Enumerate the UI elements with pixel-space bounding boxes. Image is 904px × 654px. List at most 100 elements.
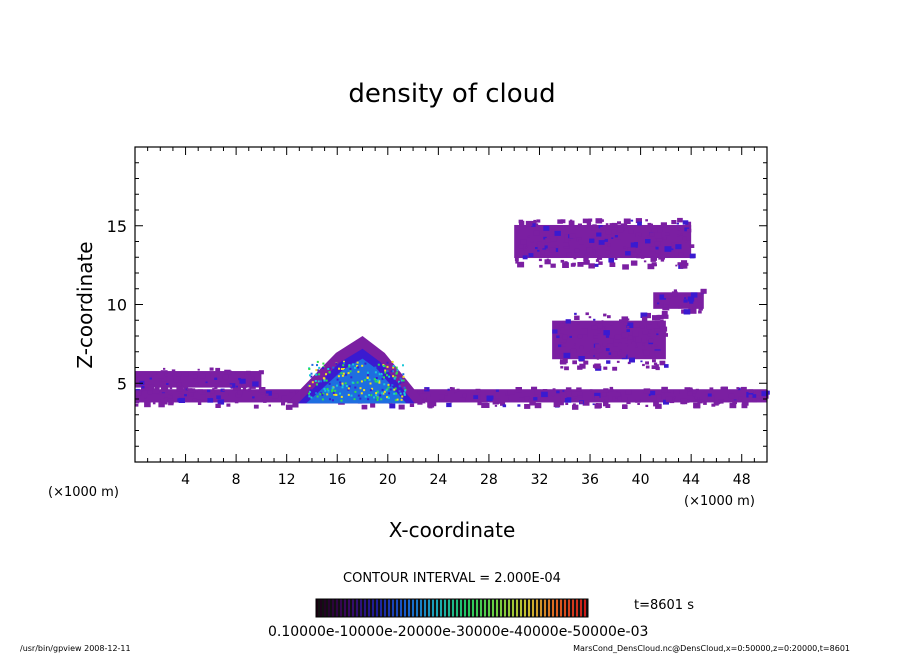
cloud-speckle <box>610 343 614 347</box>
cloud-speckle <box>375 377 378 379</box>
cloud-speckle <box>714 400 720 405</box>
cloud-speckle <box>689 300 694 304</box>
cloud-speckle <box>349 367 352 370</box>
y-axis-label: Z-coordinate <box>73 241 97 368</box>
x-tick-label: 24 <box>429 472 447 488</box>
cloud-speckle <box>210 390 215 394</box>
cloud-speckle <box>574 312 577 315</box>
cloud-speckle <box>316 364 318 367</box>
cloud-speckle <box>332 366 335 369</box>
cloud-speckle <box>565 402 569 405</box>
cloud-speckle <box>349 370 352 373</box>
cloud-speckle <box>335 362 338 365</box>
cloud-speckle <box>394 399 397 402</box>
cloud-speckle <box>135 400 140 404</box>
cloud-speckle <box>689 244 695 248</box>
cloud-speckle <box>356 361 359 364</box>
cloud-speckle <box>621 354 626 358</box>
cloud-speckle <box>235 386 241 391</box>
cloud-speckle <box>586 351 590 354</box>
cloud-speckle <box>649 235 655 240</box>
cloud-speckle <box>335 386 338 389</box>
cloud-speckle <box>569 221 574 225</box>
y-tick-label: 15 <box>107 217 127 236</box>
cloud-speckle <box>343 360 345 363</box>
cloud-speckle <box>664 364 669 368</box>
cloud-speckle <box>642 389 645 392</box>
cloud-speckle <box>664 331 667 334</box>
cloud-speckle <box>671 248 674 251</box>
cloud-speckle <box>687 391 693 396</box>
colorbar-cell <box>470 599 473 617</box>
x-tick-label: 16 <box>328 472 346 488</box>
cloud-speckle <box>310 372 313 375</box>
cloud-speckle <box>373 378 376 381</box>
cloud-speckle <box>624 227 629 232</box>
cloud-speckle <box>308 385 311 387</box>
cloud-speckle <box>367 382 370 385</box>
y-tick-label: 5 <box>117 374 127 393</box>
colorbar-cell <box>518 599 521 617</box>
cloud-speckle <box>328 371 331 374</box>
cloud-speckle <box>241 383 247 388</box>
cloud-speckle <box>375 392 378 395</box>
colorbar-cell <box>504 599 507 617</box>
cloud-speckle <box>320 380 322 383</box>
colorbar-cell <box>460 599 463 617</box>
cloud-speckle <box>741 399 748 404</box>
cloud-speckle <box>326 388 329 390</box>
cloud-speckle <box>502 404 507 408</box>
colorbar-cell <box>534 599 537 617</box>
colorbar-cell <box>364 599 367 617</box>
cloud-speckle <box>564 366 569 371</box>
cloud-speckle <box>336 384 338 387</box>
cloud-speckle <box>605 250 611 255</box>
cloud-speckle <box>183 372 189 377</box>
cloud-speckle <box>677 227 681 231</box>
cloud-speckle <box>515 387 522 393</box>
cloud-speckle <box>369 366 372 369</box>
cloud-speckle <box>680 398 688 405</box>
cloud-speckle <box>652 359 656 363</box>
cloud-speckle <box>292 402 299 408</box>
cloud-speckle <box>258 370 264 375</box>
cloud-speckle <box>543 236 547 240</box>
cloud-speckle <box>605 229 612 235</box>
cloud-speckle <box>694 397 698 400</box>
cloud-speckle <box>327 368 330 370</box>
cloud-speckle <box>585 260 590 264</box>
cloud-speckle <box>366 371 369 374</box>
cloud-speckle <box>681 300 684 302</box>
cloud-speckle <box>530 240 534 243</box>
cloud-speckle <box>648 338 654 343</box>
cloud-speckle <box>348 385 351 388</box>
cloud-speckle <box>655 394 662 400</box>
cloud-speckle <box>310 375 313 378</box>
colorbar-cell <box>564 599 567 617</box>
cloud-speckle <box>317 380 320 383</box>
cloud-speckle <box>574 226 579 230</box>
cloud-speckle <box>593 335 598 339</box>
cloud-speckle <box>600 226 605 231</box>
cloud-speckle <box>319 393 322 396</box>
cloud-speckle <box>562 359 568 364</box>
cloud-speckle <box>625 343 629 347</box>
cloud-speckle <box>260 392 268 398</box>
colorbar-cell <box>316 599 319 617</box>
cloud-speckle <box>636 342 641 346</box>
cloud-speckle <box>339 392 341 395</box>
cloud-speckle <box>401 395 404 398</box>
colorbar-cell <box>350 599 353 617</box>
cloud-speckle <box>341 374 344 377</box>
cloud-speckle <box>262 399 266 402</box>
cloud-speckle <box>371 367 374 370</box>
cloud-speckle <box>523 396 530 403</box>
x-unit-right: (×1000 m) <box>684 494 755 509</box>
cloud-speckle <box>559 337 567 343</box>
cloud-speckle <box>197 389 203 394</box>
cloud-speckle <box>654 315 661 321</box>
colorbar-cell <box>370 599 373 617</box>
cloud-speckle <box>369 389 372 392</box>
colorbar-cell <box>362 599 365 617</box>
cloud-speckle <box>357 394 360 397</box>
